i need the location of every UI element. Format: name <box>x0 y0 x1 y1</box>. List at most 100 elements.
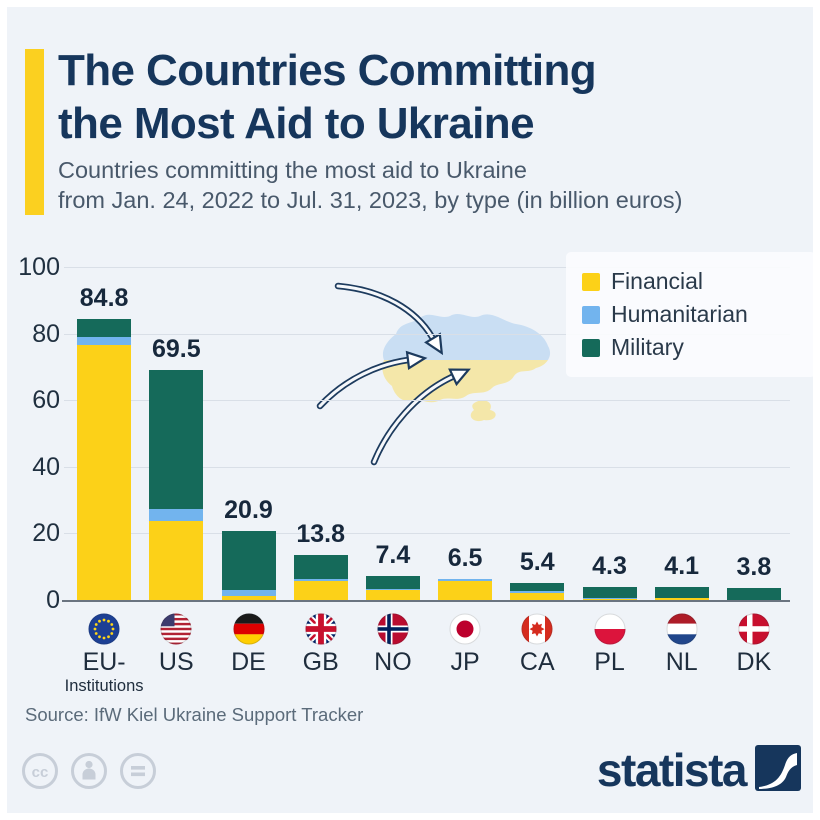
subtitle-line-2: from Jan. 24, 2022 to Jul. 31, 2023, by … <box>58 187 683 213</box>
bar-segment-financial-CA <box>510 592 565 601</box>
value-label-DE: 20.9 <box>224 496 273 525</box>
bar-US <box>149 369 204 601</box>
legend-swatch-humanitarian <box>582 305 600 324</box>
cc-person-icon[interactable] <box>69 751 109 796</box>
value-label-NL: 4.1 <box>664 552 700 581</box>
bar-segment-humanitarian-DE <box>221 589 276 597</box>
legend-label-military: Military <box>611 334 684 360</box>
ukraine-map-icon <box>382 314 551 422</box>
gridline-100 <box>64 267 790 268</box>
bar-segment-humanitarian-NO <box>365 588 420 590</box>
category-label-CA: CA <box>519 648 555 676</box>
legend-swatch-financial <box>582 272 600 291</box>
y-axis-tick-60: 60 <box>32 386 60 415</box>
category-label-DK: DK <box>736 648 772 676</box>
flag-us-icon <box>160 613 192 645</box>
flag-de-icon <box>233 613 265 645</box>
value-label-JP: 6.5 <box>447 544 483 573</box>
chart-legend: Financial Humanitarian Military <box>566 252 816 377</box>
legend-item-humanitarian: Humanitarian <box>582 298 800 331</box>
statista-logo-icon <box>755 745 801 796</box>
ukraine-map-decoration <box>316 282 551 466</box>
bar-segment-financial-DE <box>221 596 276 601</box>
bar-segment-financial-NO <box>365 589 420 601</box>
flag-eu-icon <box>88 613 120 645</box>
value-label-PL: 4.3 <box>592 551 627 580</box>
flag-dk-icon <box>738 613 770 645</box>
category-label-US: US <box>158 648 194 676</box>
y-axis-tick-20: 20 <box>32 519 60 548</box>
bar-segment-financial-NL <box>654 598 709 601</box>
legend-item-military: Military <box>582 331 800 364</box>
gridline-60 <box>64 400 790 402</box>
flag-no-icon <box>377 613 409 645</box>
category-label-NO: NO <box>374 648 412 676</box>
bar-segment-military-CA <box>510 583 565 592</box>
legend-swatch-military <box>582 338 600 357</box>
title-accent-bar <box>25 49 44 215</box>
flag-nl-icon <box>666 613 698 645</box>
svg-text:cc: cc <box>32 764 49 781</box>
bar-EU-Institutions <box>77 318 132 601</box>
bar-NO <box>365 576 420 601</box>
x-axis-baseline <box>62 600 790 602</box>
cc-equals-icon[interactable] <box>118 751 158 796</box>
cc-icon[interactable]: cc <box>20 751 60 796</box>
page-title: The Countries Committing the Most Aid to… <box>58 44 597 150</box>
license-icons: cc <box>20 751 158 796</box>
bar-segment-military-DE <box>221 531 276 590</box>
gridline-20 <box>64 533 790 535</box>
value-label-EU-Institutions: 84.8 <box>79 283 129 312</box>
category-label-JP: JP <box>450 648 480 676</box>
legend-label-financial: Financial <box>611 268 704 294</box>
bar-segment-humanitarian-GB <box>293 579 348 582</box>
bar-segment-humanitarian-NL <box>654 597 709 599</box>
value-label-NO: 7.4 <box>375 541 411 570</box>
bar-segment-military-US <box>149 369 204 510</box>
y-axis-tick-0: 0 <box>46 586 60 614</box>
statista-wordmark: statista <box>596 744 748 796</box>
bar-NL <box>654 587 709 601</box>
statista-logo[interactable]: statista <box>597 744 801 796</box>
title-line-1: The Countries Committing <box>58 46 597 95</box>
bar-segment-financial-US <box>149 521 204 601</box>
flag-jp-icon <box>449 613 481 645</box>
title-line-2: the Most Aid to Ukraine <box>58 99 535 148</box>
gridline-80 <box>64 333 790 335</box>
bar-segment-military-DK <box>726 588 781 601</box>
bar-segment-financial-JP <box>438 581 493 601</box>
value-label-DK: 3.8 <box>736 553 772 582</box>
legend-label-humanitarian: Humanitarian <box>611 301 748 327</box>
bar-DE <box>221 531 276 601</box>
bar-segment-humanitarian-CA <box>510 591 565 593</box>
category-label-EU-Institutions: EU- <box>82 648 126 676</box>
flag-pl-icon <box>594 613 626 645</box>
category-label-PL: PL <box>594 648 625 676</box>
page-subtitle: Countries committing the most aid to Ukr… <box>58 155 682 215</box>
subtitle-line-1: Countries committing the most aid to Ukr… <box>58 157 527 183</box>
bar-segment-military-PL <box>582 586 637 599</box>
bar-segment-military-NL <box>654 587 709 598</box>
value-label-GB: 13.8 <box>296 520 346 549</box>
bar-JP <box>438 579 493 601</box>
bar-segment-humanitarian-EU-Institutions <box>77 337 132 345</box>
flag-ca-icon <box>521 613 553 645</box>
value-label-US: 69.5 <box>151 334 201 363</box>
bar-segment-military-GB <box>293 555 348 580</box>
category-label-DE: DE <box>231 648 266 676</box>
gridline-40 <box>64 466 790 468</box>
flag-gb-icon <box>305 613 337 645</box>
y-axis-tick-80: 80 <box>32 319 60 348</box>
aid-arrows-icon <box>316 282 471 466</box>
legend-item-financial: Financial <box>582 265 800 298</box>
bar-segment-financial-EU-Institutions <box>77 344 132 601</box>
value-label-CA: 5.4 <box>519 548 555 577</box>
category-label-GB: GB <box>302 648 339 676</box>
category-sublabel-EU-Institutions: Institutions <box>64 677 144 695</box>
source-note: Source: IfW Kiel Ukraine Support Tracker <box>25 704 364 725</box>
plot-area: 84.8 69.5 20.9 13.8 7.4 6.5 5.4 4.3 4.1 3.8 <box>62 267 790 602</box>
bar-PL <box>582 586 637 601</box>
bar-segment-humanitarian-JP <box>438 579 493 582</box>
